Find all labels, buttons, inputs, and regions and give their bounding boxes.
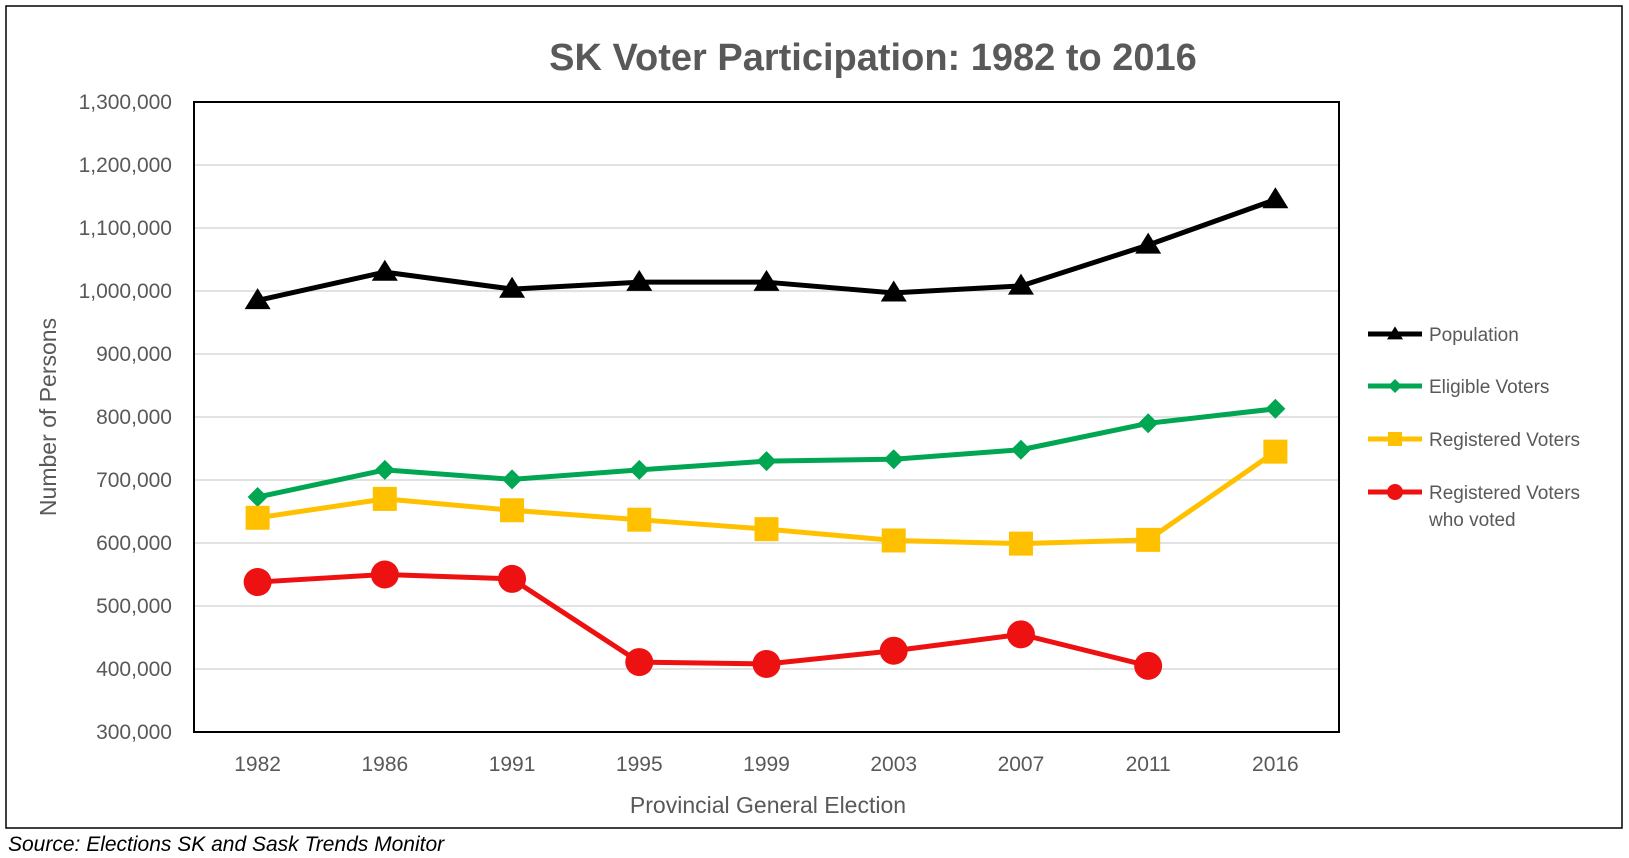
legend-eligible-voters-label: Eligible Voters [1429,377,1549,398]
y-tick-label: 1,100,000 [79,217,172,240]
x-tick-label: 1982 [234,753,281,776]
series-population-marker [1007,273,1034,295]
series-registered-voters-who-voted-marker [243,568,272,597]
series-registered-voters-who-voted-marker [752,649,781,678]
series-eligible-voters-marker [629,459,650,480]
series-registered-voters-marker [754,517,779,542]
series-registered-voters-marker [1136,527,1161,552]
series-registered-voters-marker [500,498,525,523]
series-population-marker [499,276,526,298]
series-registered-voters-who-voted-marker [1134,651,1163,680]
x-tick-label: 2003 [870,753,917,776]
series-registered-voters-who-voted-line [257,572,1149,669]
plot-area [193,101,1340,733]
x-tick-label: 2016 [1252,753,1299,776]
series-registered-voters-who-voted-marker [1006,620,1035,649]
series-population-marker [244,288,271,310]
series-eligible-voters-marker [247,487,268,508]
y-axis-title: Number of Persons [35,318,61,516]
series-registered-voters-who-voted [243,560,1163,680]
series-registered-voters [245,439,1288,556]
chart-title: SK Voter Participation: 1982 to 2016 [549,37,1197,79]
legend-registered-voters-who-voted-label: who voted [1428,510,1516,531]
y-tick-label: 1,300,000 [79,91,172,114]
legend-registered-voters-label: Registered Voters [1429,430,1580,451]
series-population [244,187,1289,310]
series-registered-voters-who-voted-marker [879,636,908,665]
y-tick-label: 1,200,000 [79,154,172,177]
y-tick-label: 900,000 [96,343,172,366]
source-note: Source: Elections SK and Sask Trends Mon… [8,833,445,856]
series-registered-voters-marker [627,507,652,532]
y-tick-label: 700,000 [96,469,172,492]
x-tick-label: 1999 [743,753,790,776]
x-tick-label: 2007 [998,753,1045,776]
y-tick-label: 300,000 [96,721,172,744]
legend-population: Population [1368,325,1519,346]
legend-population-label: Population [1429,325,1519,346]
y-tick-label: 500,000 [96,595,172,618]
series-population-marker [1135,232,1162,254]
y-tick-label: 400,000 [96,658,172,681]
series-registered-voters-who-voted-marker [625,648,654,677]
legend-registered-voters-who-voted-marker [1387,484,1403,500]
x-tick-label: 1986 [361,753,408,776]
y-tick-label: 600,000 [96,532,172,555]
series-registered-voters-who-voted-marker [370,560,399,589]
x-tick-label: 2011 [1126,753,1171,776]
series-registered-voters-marker [372,486,397,511]
y-tick-label: 1,000,000 [79,280,172,303]
legend-registered-voters: Registered Voters [1368,430,1580,451]
x-axis-title: Provincial General Election [630,792,906,818]
series-registered-voters-marker [1263,439,1288,464]
y-axis-ticks: 300,000 400,000 500,000 600,000 700,000 800,0… [79,91,172,744]
y-tick-label: 800,000 [96,406,172,429]
legend-population-marker [1387,326,1403,340]
series-population-marker [753,269,780,291]
series-registered-voters-who-voted-marker [498,564,527,593]
series-eligible-voters-marker [374,459,395,480]
series-registered-voters-marker [881,528,906,553]
legend-registered-voters-who-voted-label: Registered Voters [1429,483,1580,504]
legend-registered-voters-who-voted: Registered Voters who voted [1368,483,1580,531]
legend-eligible-voters-marker [1388,379,1402,393]
series-eligible-voters-marker [883,449,904,470]
series-registered-voters-marker [245,505,270,530]
series-eligible-voters-marker [502,469,523,490]
series-registered-voters-marker [1008,531,1033,556]
series-eligible-voters [247,398,1286,508]
series-eligible-voters-marker [1138,413,1159,434]
series-eligible-voters-marker [756,451,777,472]
legend-registered-voters-marker [1388,432,1402,446]
series-layer [243,187,1289,680]
series-population-marker [1262,187,1289,209]
x-tick-label: 1995 [616,753,663,776]
series-population-marker [371,259,398,281]
legend-eligible-voters: Eligible Voters [1368,377,1549,398]
x-axis-ticks: 1982 1986 1991 1995 1999 2003 2007 2011 2016 [234,753,1298,776]
x-tick-label: 1991 [489,753,536,776]
series-population-marker [626,269,653,291]
series-eligible-voters-marker [1010,439,1031,460]
series-population-marker [880,280,907,302]
legend: Population Eligible Voters Registered Vote… [1368,325,1580,531]
series-eligible-voters-marker [1265,398,1286,419]
